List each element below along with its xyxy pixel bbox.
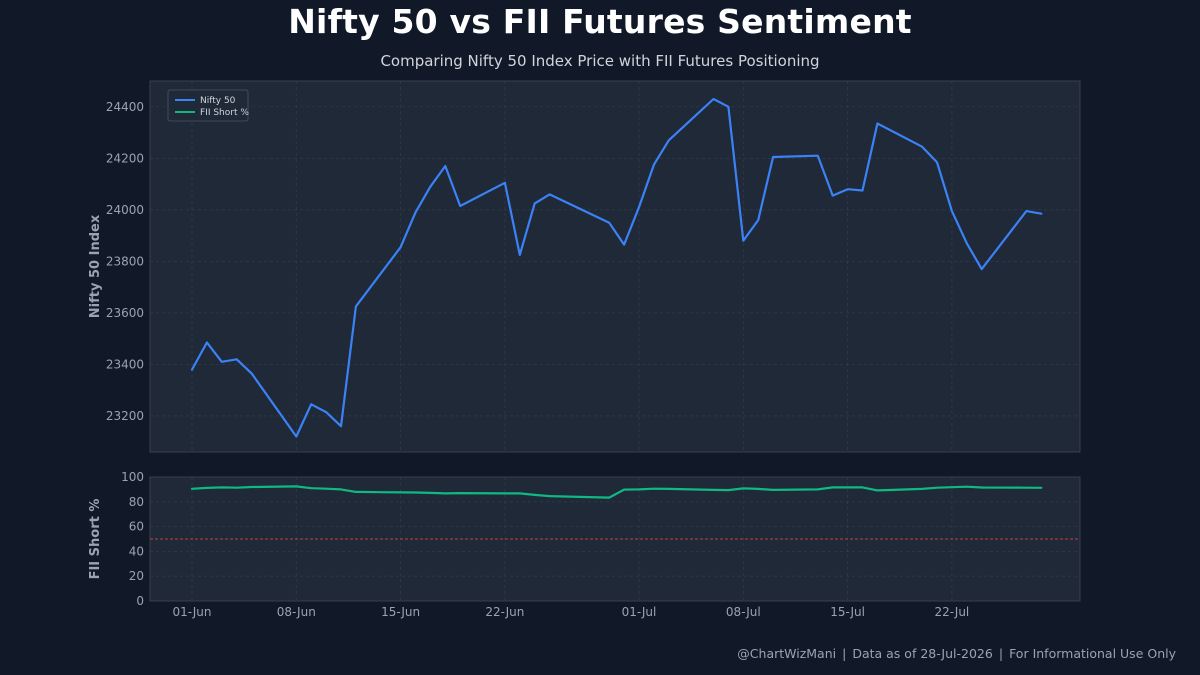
legend-label-nifty: Nifty 50 (200, 96, 236, 106)
nifty-y-axis-label: Nifty 50 Index (88, 214, 103, 318)
x-tick-label: 01-Jun (172, 605, 211, 619)
footer-separator: | (842, 646, 847, 661)
nifty-y-tick-label: 23600 (106, 306, 144, 320)
x-tick-label: 08-Jun (277, 605, 316, 619)
legend: Nifty 50 FII Short % (167, 89, 249, 122)
nifty-panel-background (149, 80, 1081, 453)
legend-label-fii: FII Short % (200, 108, 249, 118)
fii-short-line (190, 485, 1043, 499)
x-tick-label: 01-Jul (622, 605, 657, 619)
x-tick-label: 22-Jun (485, 605, 524, 619)
x-tick-label: 22-Jul (935, 605, 970, 619)
nifty-y-tick-label: 23200 (106, 409, 144, 423)
fii-y-axis-label: FII Short % (88, 499, 103, 580)
footer-as-of: Data as of 28-Jul-2026 (852, 646, 993, 661)
nifty-y-tick-label: 23400 (106, 357, 144, 371)
footer-note: For Informational Use Only (1009, 646, 1176, 661)
chart-subtitle: Comparing Nifty 50 Index Price with FII … (380, 52, 820, 70)
fii-y-tick-label: 40 (129, 544, 144, 558)
x-tick-label: 15-Jun (381, 605, 420, 619)
fii-y-tick-label: 100 (121, 470, 144, 484)
legend-box (167, 89, 249, 122)
nifty-y-tick-label: 24400 (106, 100, 144, 114)
footer-separator: | (998, 646, 1004, 661)
nifty-y-tick-label: 23800 (106, 254, 144, 268)
fii-y-tick-label: 0 (136, 594, 144, 608)
chart-title: Nifty 50 vs FII Futures Sentiment (288, 2, 912, 41)
nifty-y-tick-label: 24000 (106, 203, 144, 217)
footer-handle: @ChartWizMani (737, 646, 837, 661)
nifty-y-tick-label: 24200 (106, 151, 144, 165)
x-tick-label: 08-Jul (726, 605, 761, 619)
x-tick-label: 15-Jul (830, 605, 865, 619)
fii-y-tick-label: 60 (129, 520, 144, 534)
fii-y-tick-label: 20 (129, 569, 144, 583)
nifty-50-line (190, 97, 1043, 438)
footer: @ChartWizMani | Data as of 28-Jul-2026 | For… (737, 646, 1176, 661)
fii-y-tick-label: 80 (129, 495, 144, 509)
